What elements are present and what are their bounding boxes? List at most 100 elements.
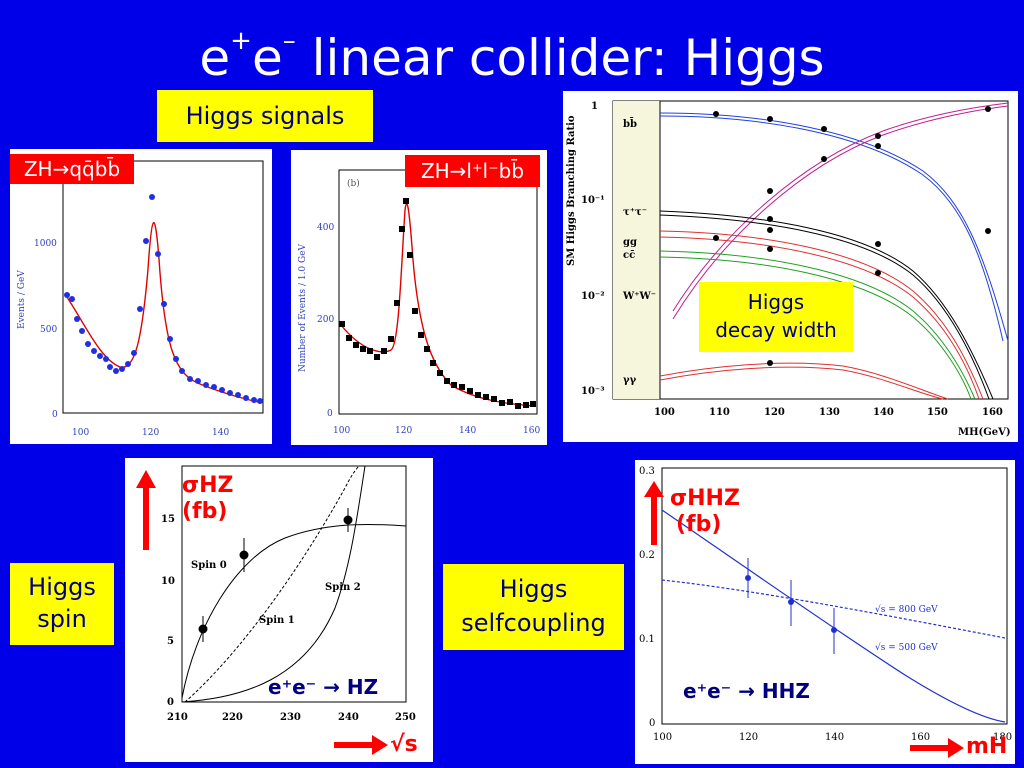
channel-label: gg — [623, 237, 637, 248]
qqbb-channel-tag: ZH→qq̄bb̄ — [10, 154, 134, 184]
ww-curve — [672, 102, 1009, 312]
gg-curve — [659, 230, 984, 400]
cc-curve-2 — [659, 256, 972, 400]
channel-label: γγ — [623, 375, 637, 386]
x-tick: 250 — [395, 712, 416, 723]
x-tick: 100 — [654, 407, 675, 418]
ee-hhz-label: e⁺e⁻ → HHZ — [683, 679, 810, 703]
channel-label: τ⁺τ⁻ — [623, 207, 647, 218]
gammagamma-curve-2 — [659, 366, 944, 400]
y-tick: 10⁻² — [581, 291, 605, 302]
sqrt-s-label: √s — [390, 732, 418, 757]
x-tick: 160 — [523, 426, 540, 436]
branching-ratio-plot: SM Higgs Branching Ratio 1 10⁻¹ 10⁻² 10⁻… — [563, 91, 1018, 442]
x-axis-label: MH(GeV) — [958, 427, 1011, 438]
llbb-signal-plot: (b) Number of Events / 1.0 GeV 400 200 0… — [291, 150, 547, 445]
spin0-curve — [181, 523, 407, 699]
bb-curve — [659, 112, 1009, 342]
x-tick: 100 — [72, 428, 89, 438]
channel-label: W⁺W⁻ — [622, 291, 656, 302]
mh-label: mH — [966, 734, 1008, 759]
spin1-curve — [184, 465, 360, 703]
y-tick: 500 — [40, 325, 57, 335]
y-tick: 0 — [167, 697, 174, 708]
curve-label: √s = 800 GeV — [875, 604, 938, 615]
x-tick: 130 — [819, 407, 840, 418]
x-tick: 100 — [333, 426, 350, 436]
y-tick: 0.1 — [639, 634, 655, 645]
gammagamma-curve — [659, 362, 949, 400]
y-tick: 0.3 — [639, 466, 655, 477]
spin-plot-svg: 15 10 5 0 210 220 230 240 250 Spin 0 Spi… — [161, 465, 416, 723]
x-tick: 110 — [709, 407, 730, 418]
x-tick: 180 — [993, 732, 1012, 743]
fit-curve — [64, 222, 263, 404]
spin-points — [198, 508, 353, 642]
curve-label: Spin 1 — [259, 615, 295, 626]
x-tick: 140 — [212, 428, 229, 438]
y-tick: 10⁻³ — [581, 386, 605, 397]
x-tick: 160 — [911, 732, 930, 743]
y-tick: 5 — [167, 636, 174, 647]
branching-ratio-svg: SM Higgs Branching Ratio 1 10⁻¹ 10⁻² 10⁻… — [566, 100, 1011, 438]
mh-right-arrow — [910, 738, 964, 758]
ww-curve-2 — [672, 105, 1009, 320]
channel-label: bb̄ — [623, 118, 637, 130]
qqbb-signal-plot: Events / GeV 1000 500 0 100 120 140 — [10, 149, 272, 444]
panel-tag: (b) — [347, 178, 360, 189]
data-points — [64, 194, 263, 404]
data-points — [339, 198, 536, 409]
higgs-spin-callout: Higgs spin — [10, 563, 114, 645]
spin-plot: 15 10 5 0 210 220 230 240 250 Spin 0 Spi… — [125, 458, 433, 762]
y-tick: 10 — [161, 576, 175, 587]
sigma-hz-up-arrow — [136, 470, 156, 550]
y-tick: 200 — [317, 315, 334, 325]
llbb-plot-svg: (b) Number of Events / 1.0 GeV 400 200 0… — [298, 169, 540, 436]
y-tick: 10⁻¹ — [581, 195, 605, 206]
slide-title: e+e– linear collider: Higgs — [199, 26, 825, 87]
x-tick: 120 — [142, 428, 159, 438]
y-tick: 1 — [591, 101, 598, 112]
ee-hz-label: e⁺e⁻ → HZ — [268, 675, 379, 699]
x-tick: 140 — [459, 426, 476, 436]
tautau-curve-2 — [659, 214, 990, 400]
decay-width-callout: Higgs decay width — [699, 282, 853, 352]
sigma-hhz-up-arrow — [644, 481, 664, 545]
curve-label: √s = 500 GeV — [875, 642, 938, 653]
x-tick: 120 — [739, 732, 758, 743]
hhz-points — [745, 558, 837, 654]
sqrt-s-right-arrow — [334, 735, 388, 755]
channel-label: cc̄ — [623, 250, 635, 261]
x-tick: 210 — [167, 712, 188, 723]
x-tick: 140 — [873, 407, 894, 418]
cc-curve — [659, 250, 976, 400]
x-tick: 120 — [395, 426, 412, 436]
y-tick: 0 — [649, 718, 655, 729]
curve-label: Spin 2 — [325, 582, 361, 593]
x-tick: 230 — [280, 712, 301, 723]
y-axis-label: Events / GeV — [17, 270, 27, 329]
x-tick: 160 — [982, 407, 1003, 418]
x-tick: 140 — [825, 732, 844, 743]
bb-curve-2 — [659, 115, 1004, 342]
branching-points — [713, 106, 991, 366]
y-tick: 0 — [52, 410, 58, 420]
tautau-curve — [659, 210, 994, 400]
llbb-channel-tag: ZH→l⁺l⁻bb̄ — [405, 155, 540, 187]
x-tick: 100 — [653, 732, 672, 743]
higgs-signals-callout: Higgs signals — [157, 90, 373, 142]
sigma-hhz-label: σHHZ (fb) — [670, 486, 740, 537]
selfcoupling-plot-svg: 0.3 0.2 0.1 0 100 120 140 160 180 √s = 8… — [639, 466, 1012, 743]
y-tick: 0 — [327, 409, 333, 419]
y-axis-label: Number of Events / 1.0 GeV — [298, 243, 308, 372]
gg-curve-2 — [659, 236, 980, 400]
x-tick: 220 — [222, 712, 243, 723]
higgs-selfcoupling-callout: Higgs selfcoupling — [443, 564, 624, 650]
y-tick: 15 — [161, 514, 175, 525]
x-tick: 120 — [764, 407, 785, 418]
y-axis-label: SM Higgs Branching Ratio — [566, 115, 577, 266]
y-tick: 400 — [317, 223, 334, 233]
qqbb-plot-svg: Events / GeV 1000 500 0 100 120 140 — [17, 160, 264, 438]
x-tick: 150 — [927, 407, 948, 418]
curve-500 — [661, 509, 1006, 723]
